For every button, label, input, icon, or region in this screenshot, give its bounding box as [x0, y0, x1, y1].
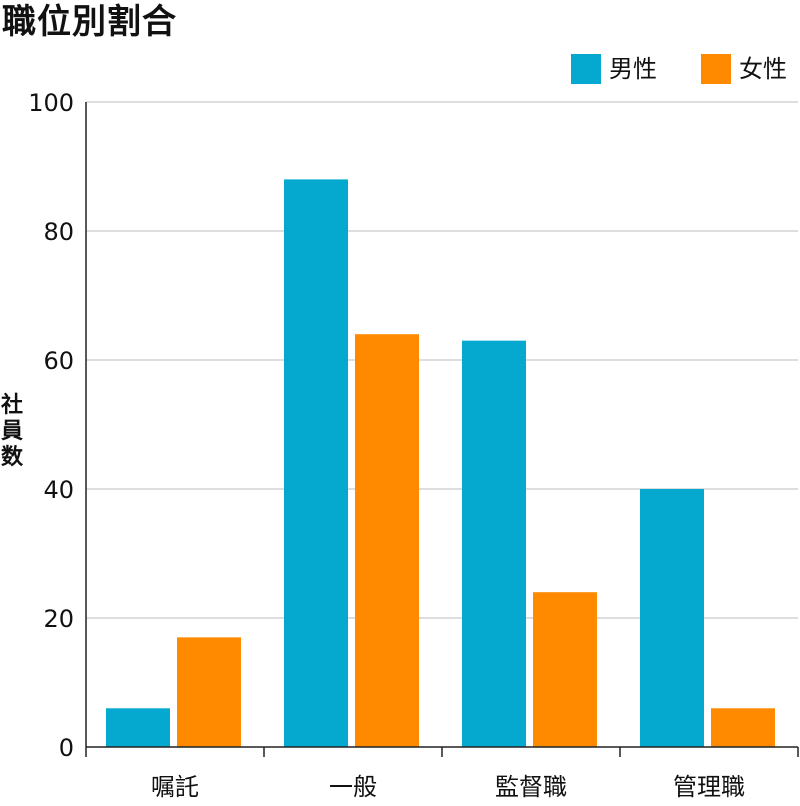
bar-female-1 — [355, 334, 419, 747]
y-tick-label: 80 — [43, 218, 74, 246]
y-tick-label: 60 — [43, 347, 74, 375]
bar-male-0 — [106, 708, 170, 747]
legend-swatch-female — [701, 54, 731, 84]
legend: 男性 女性 — [571, 54, 787, 84]
legend-label-female: 女性 — [739, 55, 787, 83]
axes — [85, 102, 799, 757]
y-tick-label: 40 — [43, 476, 74, 504]
legend-item-female: 女性 — [701, 54, 787, 84]
y-tick-label: 0 — [59, 734, 74, 762]
legend-item-male: 男性 — [571, 54, 657, 84]
legend-swatch-male — [571, 54, 601, 84]
bar-male-1 — [284, 179, 348, 747]
x-category-label: 嘱託 — [151, 773, 199, 801]
bar-female-2 — [533, 592, 597, 747]
y-axis-label: 社員数 — [0, 392, 24, 470]
bar-male-2 — [462, 340, 526, 747]
y-tick-label: 20 — [43, 605, 74, 633]
labels: 0 20 40 60 80 100 嘱託 一般 監督職 管理職 社員数 — [0, 89, 745, 801]
x-category-label: 一般 — [329, 773, 377, 801]
bar-female-3 — [711, 708, 775, 747]
x-category-label: 管理職 — [673, 773, 745, 801]
x-category-label: 監督職 — [495, 773, 567, 801]
bar-female-0 — [177, 637, 241, 747]
bars — [106, 179, 775, 747]
legend-label-male: 男性 — [609, 55, 657, 83]
y-tick-label: 100 — [28, 89, 74, 117]
chart-title: 職位別割合 — [2, 2, 177, 42]
bar-male-3 — [640, 489, 704, 747]
